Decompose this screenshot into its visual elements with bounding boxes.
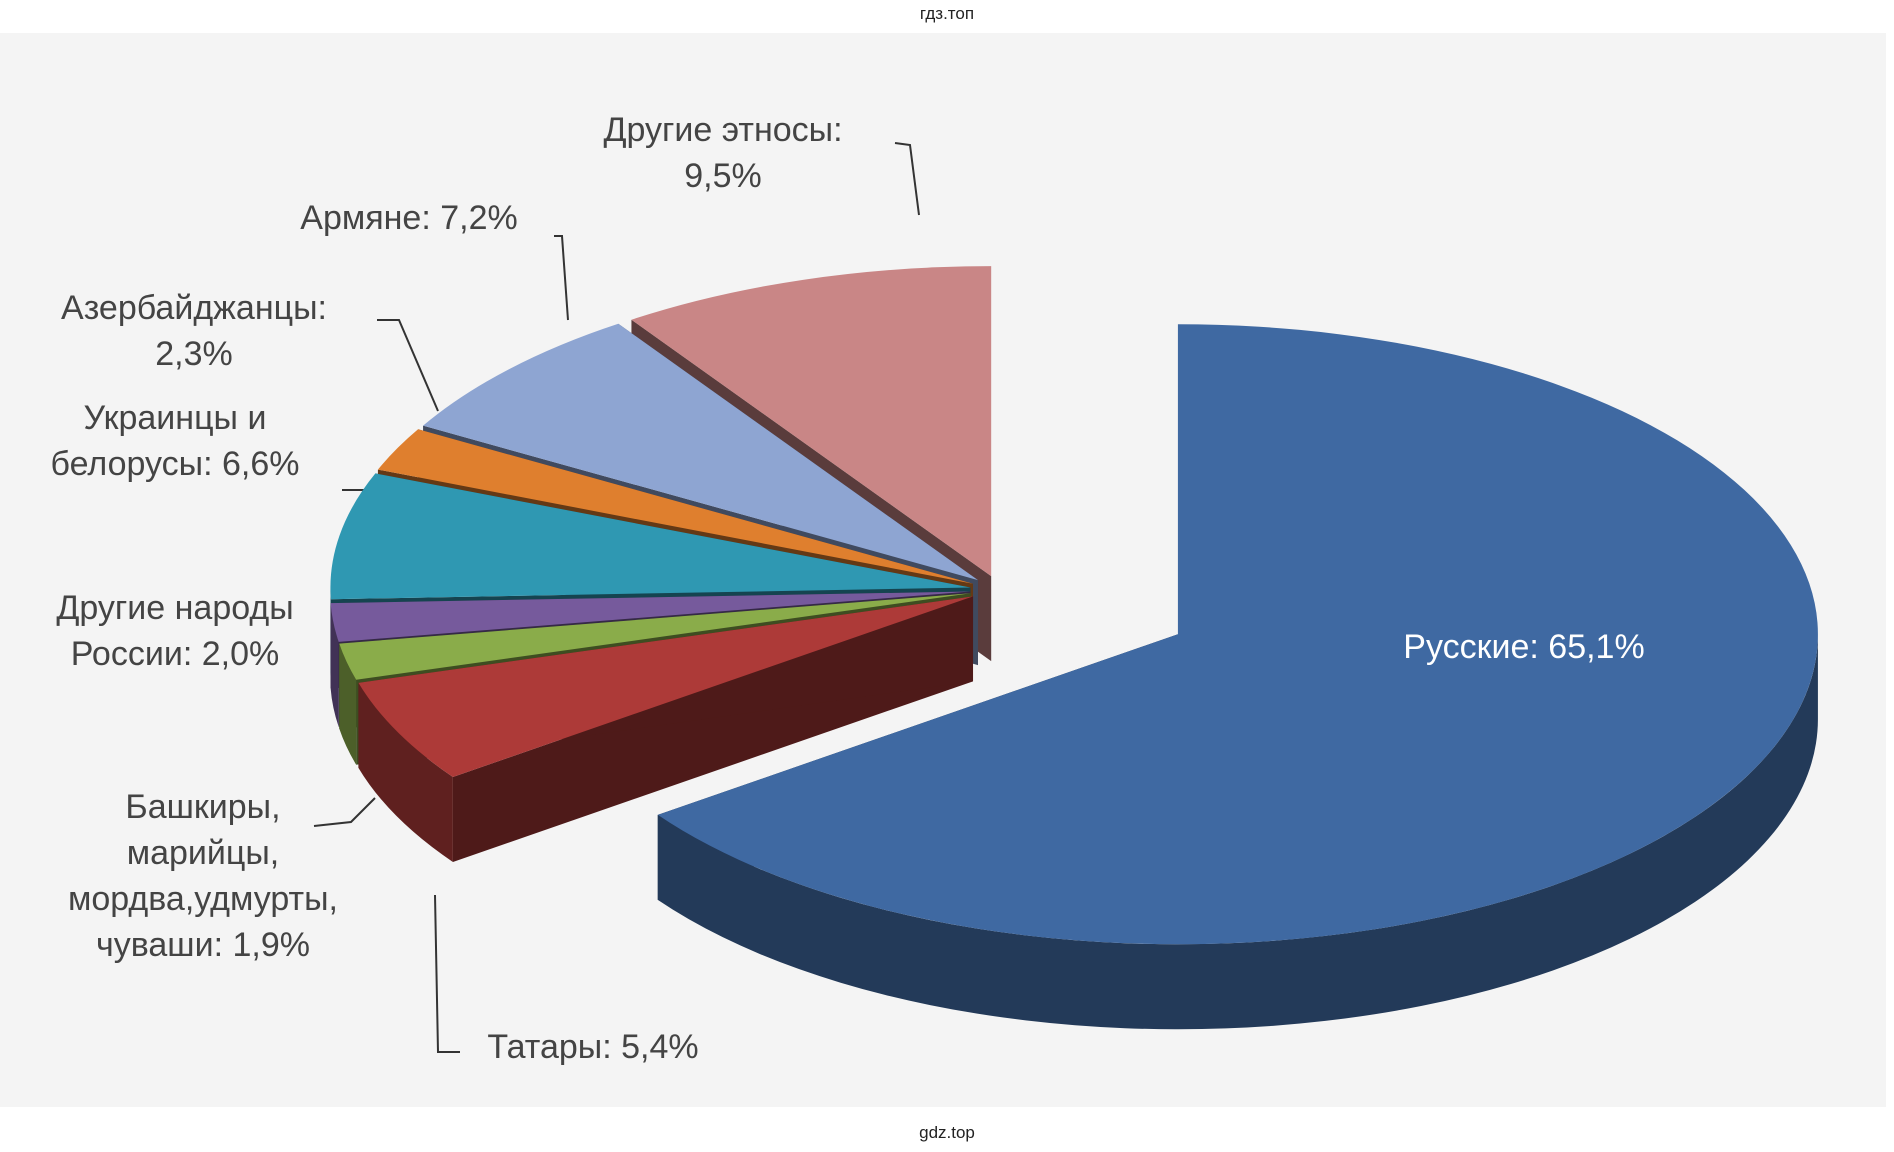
header: гдз.топ	[919, 4, 975, 23]
slice-category: Другие народы России:	[56, 589, 294, 673]
slice-category: Азербайджанцы:	[61, 289, 327, 327]
leader-line	[554, 235, 569, 321]
slice-value: 2,0%	[201, 634, 280, 673]
slice-value: 7,2%	[440, 199, 518, 237]
slice-side	[358, 682, 453, 862]
slice-category: Армяне:	[300, 199, 431, 237]
slice-value: 2,3%	[155, 334, 233, 373]
slice-label: Украинцы и белорусы: 6,6%	[10, 396, 340, 488]
slice	[423, 323, 979, 581]
slice-label: Русские: 65,1%	[1314, 625, 1734, 671]
slice	[339, 593, 971, 680]
leader-line	[313, 797, 376, 827]
slice-side	[657, 634, 1818, 1030]
slice-side	[339, 643, 357, 765]
slice	[330, 473, 971, 600]
slice-category: Украинцы и белорусы:	[50, 399, 267, 483]
slice-value: 65,1%	[1548, 628, 1645, 666]
slice-tops	[330, 266, 1818, 945]
slice-category: Татары:	[487, 1028, 612, 1066]
leader-line	[434, 894, 460, 1053]
slice-value: 1,9%	[232, 925, 310, 964]
slice-value: 6,6%	[221, 444, 300, 483]
slice-value: 5,4%	[621, 1028, 699, 1066]
footer: gdz.top	[919, 1123, 975, 1142]
slice-category: Другие этносы:	[603, 111, 843, 149]
slice	[657, 324, 1818, 945]
slice	[358, 596, 974, 777]
slice-side	[330, 603, 339, 727]
slice-label: Башкиры, марийцы, мордва,удмурты, чуваши…	[53, 785, 353, 969]
slice	[631, 266, 992, 577]
slice-value: 9,5%	[684, 156, 762, 195]
slice-category: Русские:	[1403, 628, 1539, 666]
slice	[330, 591, 971, 642]
leader-line	[377, 319, 439, 412]
slice-label: Армяне: 7,2%	[219, 196, 599, 242]
leader-line	[894, 142, 920, 216]
slice	[377, 429, 973, 584]
slice-label: Другие народы России: 2,0%	[25, 586, 325, 678]
slice-label: Другие этносы: 9,5%	[573, 108, 873, 200]
slice-category: Башкиры, марийцы, мордва,удмурты, чуваши…	[68, 788, 338, 964]
slice-label: Татары: 5,4%	[433, 1025, 753, 1071]
slice-label: Азербайджанцы: 2,3%	[44, 286, 344, 378]
